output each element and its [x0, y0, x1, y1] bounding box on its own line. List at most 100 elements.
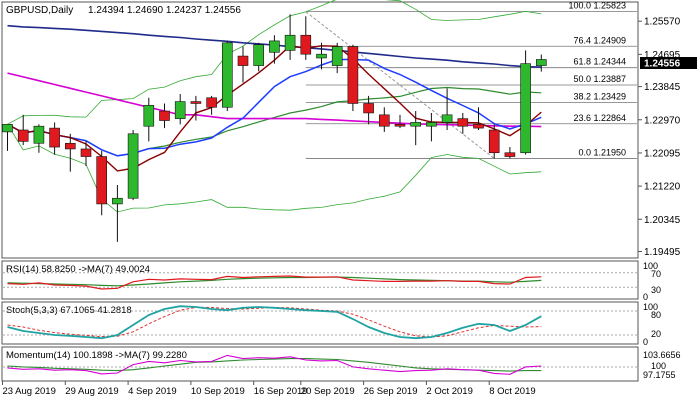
candle-body	[17, 129, 29, 142]
candle-body	[473, 124, 484, 129]
price-tick-label: 1.22970	[644, 115, 681, 126]
candle-body	[394, 124, 406, 127]
current-price-tag	[640, 57, 697, 69]
candle[interactable]	[378, 107, 390, 132]
momentum-tick-low: 97.1755	[643, 370, 676, 380]
stoch-tick-80: 80	[651, 310, 661, 320]
rsi-line	[7, 275, 542, 290]
stoch-tick-20: 20	[651, 329, 661, 339]
candle-body	[363, 103, 374, 114]
momentum-panel[interactable]	[1, 346, 639, 382]
candle-body	[535, 59, 547, 66]
candle[interactable]	[33, 124, 45, 153]
candle[interactable]	[300, 16, 312, 60]
candle[interactable]	[426, 112, 437, 142]
candle-body	[520, 63, 531, 154]
candle[interactable]	[80, 141, 92, 167]
candle-body	[269, 40, 280, 53]
candle-body	[457, 118, 469, 127]
candle[interactable]	[457, 112, 469, 134]
candle[interactable]	[316, 42, 327, 70]
candle[interactable]	[174, 93, 186, 125]
candle[interactable]	[363, 95, 374, 125]
candle[interactable]	[535, 54, 547, 72]
candle[interactable]	[441, 88, 453, 130]
candle[interactable]	[284, 14, 296, 60]
candle-body	[127, 133, 139, 199]
candle[interactable]	[237, 46, 249, 83]
candle[interactable]	[159, 103, 170, 129]
date-tick-label: 8 Oct 2019	[489, 386, 535, 397]
candle[interactable]	[127, 130, 139, 201]
candle[interactable]	[17, 114, 29, 146]
candle[interactable]	[96, 150, 107, 216]
candle[interactable]	[410, 111, 422, 146]
stoch-signal-line	[7, 306, 542, 338]
stochastic-panel[interactable]	[1, 301, 639, 345]
stoch-tick-100: 100	[643, 302, 658, 312]
candle-body	[206, 97, 217, 108]
candle[interactable]	[520, 50, 531, 155]
price-tick-label: 1.24695	[644, 50, 681, 61]
candle-body	[300, 34, 312, 55]
candle[interactable]	[394, 114, 406, 129]
candle[interactable]	[473, 107, 484, 130]
candle-body	[190, 101, 202, 104]
candle-body	[331, 46, 343, 66]
chart-title: GBPUSD,Daily	[6, 5, 73, 16]
candle-body	[80, 148, 92, 157]
candle-body	[143, 105, 155, 127]
candle[interactable]	[347, 44, 359, 112]
date-tick-label: 26 Sep 2019	[364, 386, 418, 397]
price-tick-label: 1.22095	[644, 148, 681, 159]
candle[interactable]	[190, 95, 202, 121]
stochastic-lines	[3, 305, 637, 340]
fib-level-label: 76.4 1.24909	[573, 35, 626, 45]
ma-blue-line	[7, 58, 542, 157]
candle[interactable]	[206, 95, 217, 115]
date-tick-label: 4 Sep 2019	[128, 386, 177, 397]
price-tick-label: 1.19495	[644, 247, 681, 258]
candle[interactable]	[143, 97, 155, 142]
candle[interactable]	[65, 133, 76, 172]
candle[interactable]	[269, 35, 280, 64]
candle[interactable]	[504, 147, 516, 159]
momentum-tick-high: 103.6656	[643, 350, 681, 360]
candle[interactable]	[331, 42, 343, 74]
price-tick-label: 1.21220	[644, 182, 681, 193]
rsi-panel[interactable]	[1, 260, 639, 300]
price-tick-label: 1.20345	[644, 215, 681, 226]
candle-body	[222, 42, 233, 108]
fib-level-label: 23.6 1.22864	[573, 113, 626, 123]
candle-body	[347, 46, 359, 104]
date-tick-label: 20 Sep 2019	[301, 386, 355, 397]
main-price-panel[interactable]	[1, 1, 639, 259]
candle[interactable]	[253, 42, 264, 72]
candle-body	[410, 122, 422, 127]
candle-body	[284, 34, 296, 51]
candle[interactable]	[49, 122, 60, 155]
ma-magenta-line	[7, 72, 542, 128]
fib-level-label: 61.8 1.24344	[573, 57, 626, 67]
momentum-label: Momentum(14) 100.1898 ->MA(7) 99.2280	[6, 350, 187, 361]
price-tick-label: 1.23845	[644, 82, 681, 93]
candle-body	[33, 125, 45, 144]
momentum-line	[7, 354, 542, 375]
candle[interactable]	[2, 124, 13, 151]
candle[interactable]	[488, 124, 500, 159]
candle-body	[426, 122, 437, 127]
rsi-tick-0: 0	[643, 292, 648, 302]
candle-body	[159, 110, 170, 121]
rsi-tick-70: 70	[651, 269, 661, 279]
candle[interactable]	[112, 184, 123, 242]
fib-level-label: 38.2 1.23429	[573, 91, 626, 101]
candle[interactable]	[222, 40, 233, 112]
candlesticks[interactable]	[2, 14, 547, 242]
date-tick-label: 2 Oct 2019	[426, 386, 472, 397]
stoch-tick-0: 0	[643, 337, 648, 347]
candle-body	[441, 114, 453, 123]
rsi-tick-100: 100	[643, 261, 658, 271]
fibonacci-retracement[interactable]: 100.0 1.25823 76.4 1.24909 61.8 1.24344 50.…	[305, 1, 637, 159]
candle-body	[65, 142, 76, 150]
